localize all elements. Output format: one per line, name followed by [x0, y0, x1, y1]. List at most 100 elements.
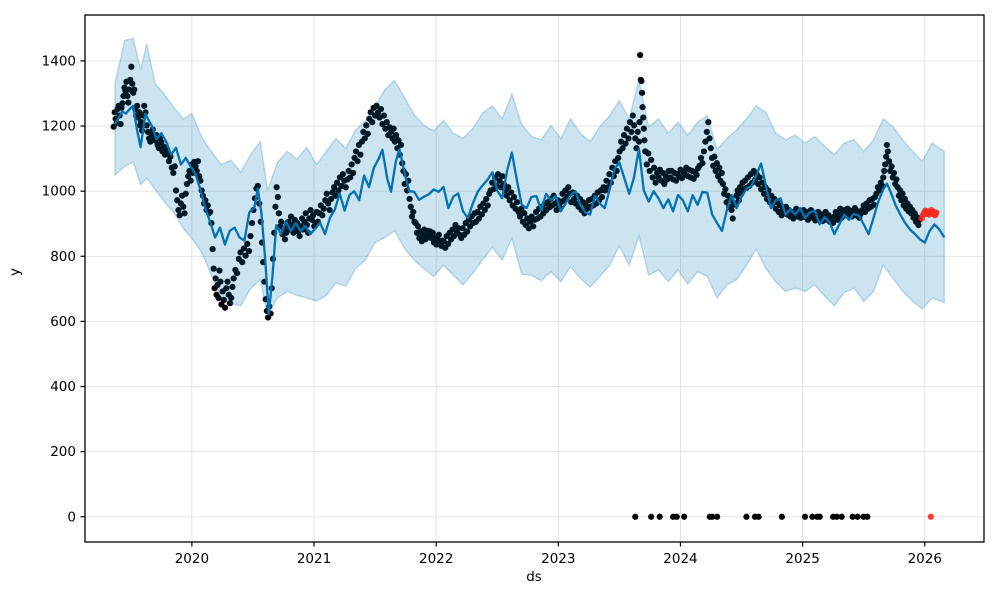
observed-point	[880, 174, 887, 181]
observed-point	[455, 225, 462, 232]
observed-point	[185, 173, 192, 180]
observed-point	[224, 278, 231, 285]
observed-point	[209, 246, 216, 253]
observed-point	[634, 128, 641, 135]
observed-point	[521, 210, 528, 217]
observed-point	[620, 132, 628, 139]
observed-point	[626, 119, 633, 126]
observed-point	[706, 135, 713, 142]
observed-point	[377, 106, 385, 113]
observed-point	[481, 206, 488, 214]
observed-point	[716, 164, 723, 171]
observed-point	[215, 294, 222, 302]
observed-point	[233, 270, 241, 277]
observed-point	[339, 171, 346, 178]
observed-point	[390, 125, 397, 132]
observed-point	[229, 283, 236, 290]
observed-point	[707, 145, 714, 152]
observed-point	[622, 140, 629, 147]
observed-point	[483, 195, 490, 203]
observed-point	[702, 138, 709, 145]
observed-point	[135, 114, 142, 121]
observed-point	[207, 208, 214, 216]
observed-point	[649, 174, 656, 181]
data-layer	[110, 37, 946, 520]
observed-point	[724, 192, 731, 199]
observed-point	[363, 122, 370, 129]
observed-point	[883, 141, 890, 149]
observed-point	[459, 225, 466, 232]
observed-point	[619, 145, 626, 152]
observed-point	[484, 202, 491, 209]
observed-point	[760, 190, 768, 197]
observed-point	[175, 206, 182, 214]
axis-layer: 2020 2021 2022 2023 2024 2025 2026 0 200 400 600 80…	[42, 14, 985, 567]
observed-point	[332, 192, 339, 199]
observed-point	[722, 186, 729, 193]
observed-point	[628, 128, 635, 135]
observed-point	[681, 513, 688, 520]
forecast-line	[113, 104, 946, 316]
observed-point	[230, 275, 237, 282]
observed-point	[864, 513, 871, 520]
observed-point	[809, 513, 816, 520]
observed-point	[816, 513, 823, 520]
observed-point	[245, 247, 253, 255]
observed-point	[643, 161, 650, 168]
observed-point	[223, 285, 230, 292]
observed-point	[320, 205, 327, 212]
observed-point	[217, 278, 224, 285]
observed-point	[598, 193, 606, 201]
observed-point	[713, 160, 720, 167]
observed-point	[170, 169, 177, 177]
observed-point	[778, 513, 785, 520]
observed-point	[319, 212, 326, 219]
observed-point	[518, 205, 525, 212]
observed-point	[226, 300, 234, 307]
observed-point	[640, 125, 647, 132]
observed-point	[373, 102, 380, 109]
observed-point	[273, 184, 280, 191]
observed-point	[496, 177, 503, 184]
observed-point	[854, 513, 861, 520]
observed-point	[242, 252, 249, 259]
x-tick-label: 2022	[419, 551, 453, 567]
observed-point	[884, 148, 891, 155]
observed-point	[172, 187, 180, 194]
observed-point	[158, 139, 165, 146]
observed-point	[212, 275, 219, 282]
observed-point	[129, 80, 136, 87]
y-axis-label: y	[7, 268, 23, 276]
observed-point	[407, 203, 414, 210]
observed-point	[838, 513, 845, 520]
observed-point	[326, 206, 333, 214]
observed-point	[719, 180, 727, 188]
observed-point	[801, 513, 809, 520]
observed-point	[876, 187, 883, 194]
observed-point	[228, 294, 235, 302]
observed-point	[342, 184, 349, 191]
observed-point	[181, 210, 188, 217]
observed-point	[369, 119, 376, 126]
y-tick-label: 1400	[42, 53, 76, 69]
grid-layer	[85, 15, 984, 542]
observed-point	[248, 219, 256, 227]
observed-point	[357, 151, 364, 158]
observed-point	[383, 119, 390, 126]
observed-point	[673, 513, 680, 520]
observed-point	[119, 100, 126, 107]
x-tick-label: 2020	[175, 551, 209, 567]
observed-point	[354, 158, 361, 165]
observed-point	[429, 229, 436, 236]
observed-point	[709, 513, 716, 520]
observed-point	[705, 119, 712, 126]
observed-point	[464, 228, 471, 235]
observed-point	[505, 184, 512, 191]
observed-point	[410, 208, 417, 216]
observed-point	[640, 114, 647, 121]
observed-point	[699, 160, 706, 167]
observed-point	[335, 187, 342, 194]
observed-point	[406, 195, 413, 203]
